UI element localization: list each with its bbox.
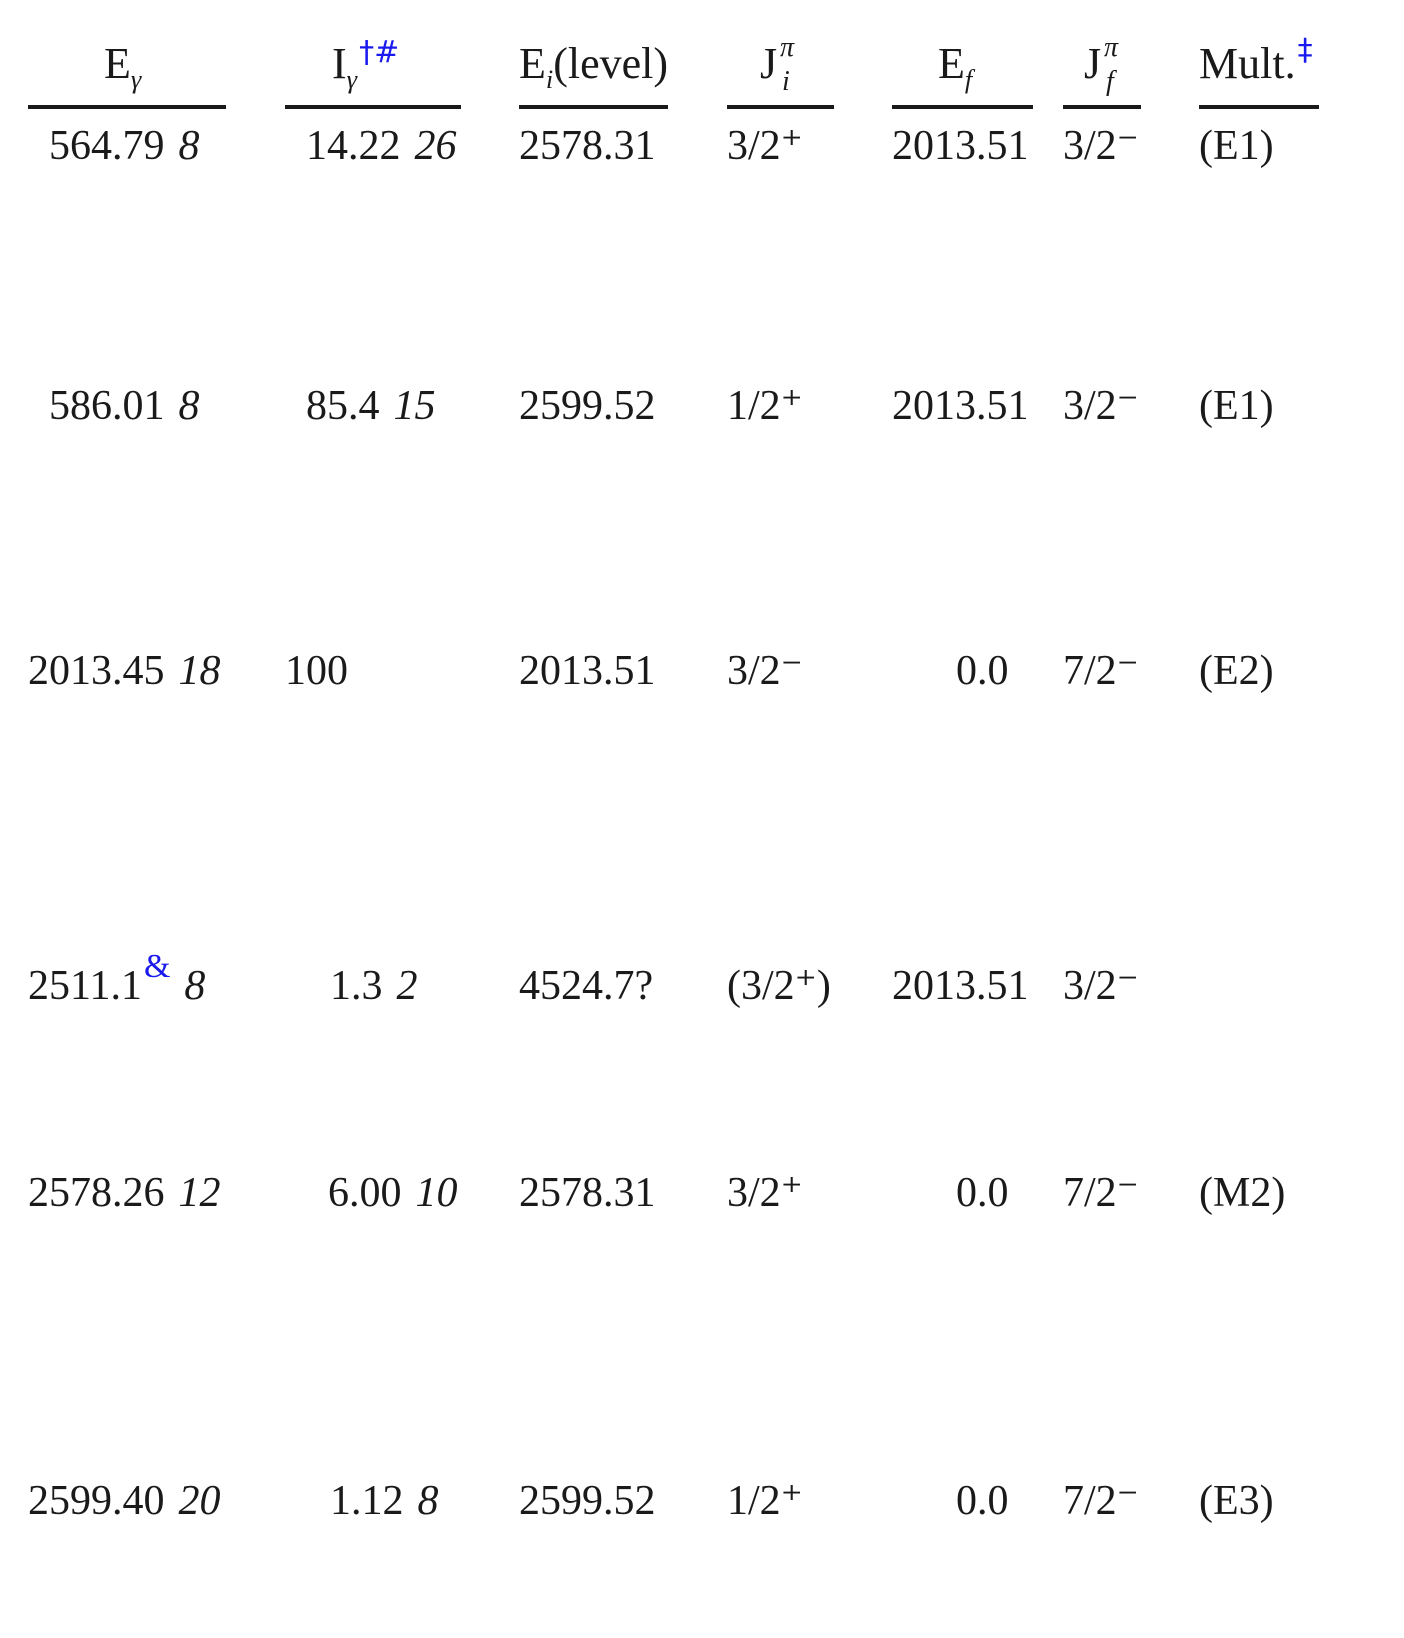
- e-f-cell: 2013.51: [892, 123, 1029, 169]
- e-f-cell: 0.0: [956, 1170, 1009, 1216]
- e-gamma-cell: 2511.1& 8: [28, 948, 206, 1009]
- mult-cell: (M2): [1199, 1170, 1286, 1216]
- j-f-cell: 3/2⁻: [1063, 123, 1139, 169]
- mult-cell: (E1): [1199, 383, 1274, 429]
- mult-cell: (E1): [1199, 123, 1274, 169]
- i-gamma-cell: 1.12 8: [330, 1478, 439, 1524]
- e-gamma-cell: 2599.40 20: [28, 1478, 221, 1524]
- header-rule-e-i: [519, 105, 668, 109]
- j-i-cell: 1/2⁺: [727, 383, 803, 429]
- i-gamma-cell: 1.3 2: [330, 963, 418, 1009]
- i-gamma-cell: 14.22 26: [306, 123, 457, 169]
- e-f-cell: 0.0: [956, 648, 1009, 694]
- header-rule-e-gamma: [28, 105, 226, 109]
- header-rule-j-f: [1063, 105, 1141, 109]
- j-f-cell: 7/2⁻: [1063, 648, 1139, 694]
- j-f-cell: 7/2⁻: [1063, 1478, 1139, 1524]
- header-e-f: Ef: [938, 39, 973, 94]
- e-gamma-cell: 586.01 8: [49, 383, 200, 429]
- i-gamma-cell: 85.4 15: [306, 383, 436, 429]
- j-f-cell: 3/2⁻: [1063, 383, 1139, 429]
- header-rule-mult: [1199, 105, 1319, 109]
- table-row: 2599.40 20 1.12 8 2599.52 1/2⁺ 0.0 7/2⁻ (E…: [0, 1480, 1404, 1530]
- header-rule-i-gamma: [285, 105, 461, 109]
- table-row: 2511.1& 8 1.3 2 4524.7? (3/2⁺) 2013.51 3/2…: [0, 948, 1404, 1015]
- footnote-marker: &: [143, 948, 171, 985]
- i-gamma-cell: 6.00 10: [328, 1170, 458, 1216]
- j-i-cell: 1/2⁺: [727, 1478, 803, 1524]
- e-gamma-cell: 564.79 8: [49, 123, 200, 169]
- j-i-cell: 3/2⁺: [727, 123, 803, 169]
- e-gamma-cell: 2013.45 18: [28, 648, 221, 694]
- header-mult: Mult.‡: [1199, 33, 1313, 88]
- e-i-cell: 2599.52: [519, 1478, 656, 1524]
- e-i-cell: 2578.31: [519, 123, 656, 169]
- e-gamma-cell: 2578.26 12: [28, 1170, 221, 1216]
- table-row: 564.79 8 14.22 26 2578.31 3/2⁺ 2013.51 3/2…: [0, 125, 1404, 175]
- j-f-cell: 7/2⁻: [1063, 1170, 1139, 1216]
- j-i-cell: 3/2⁻: [727, 648, 803, 694]
- j-i-cell: 3/2⁺: [727, 1170, 803, 1216]
- e-i-cell: 2599.52: [519, 383, 656, 429]
- header-e-gamma: Eγ: [104, 39, 142, 94]
- mult-cell: (E3): [1199, 1478, 1274, 1524]
- footnote-marker: †#: [359, 35, 400, 70]
- e-f-cell: 2013.51: [892, 383, 1029, 429]
- footnote-marker: ‡: [1297, 33, 1313, 68]
- header-i-gamma: Iγ†#: [332, 35, 400, 94]
- j-i-cell: (3/2⁺): [727, 963, 831, 1009]
- header-e-i-level: Ei(level): [519, 39, 669, 94]
- j-f-cell: 3/2⁻: [1063, 963, 1139, 1009]
- e-i-cell: 2578.31: [519, 1170, 656, 1216]
- e-f-cell: 2013.51: [892, 963, 1029, 1009]
- table-row: 586.01 8 85.4 15 2599.52 1/2⁺ 2013.51 3/2⁻…: [0, 385, 1404, 435]
- header-rule-j-i: [727, 105, 834, 109]
- e-f-cell: 0.0: [956, 1478, 1009, 1524]
- table-row: 2578.26 12 6.00 10 2578.31 3/2⁺ 0.0 7/2⁻ (…: [0, 1172, 1404, 1222]
- header-rule-e-f: [892, 105, 1033, 109]
- e-i-cell: 4524.7?: [519, 963, 654, 1009]
- e-i-cell: 2013.51: [519, 648, 656, 694]
- mult-cell: (E2): [1199, 648, 1274, 694]
- table-row: 2013.45 18 100 2013.51 3/2⁻ 0.0 7/2⁻ (E2): [0, 650, 1404, 700]
- i-gamma-cell: 100: [285, 648, 348, 694]
